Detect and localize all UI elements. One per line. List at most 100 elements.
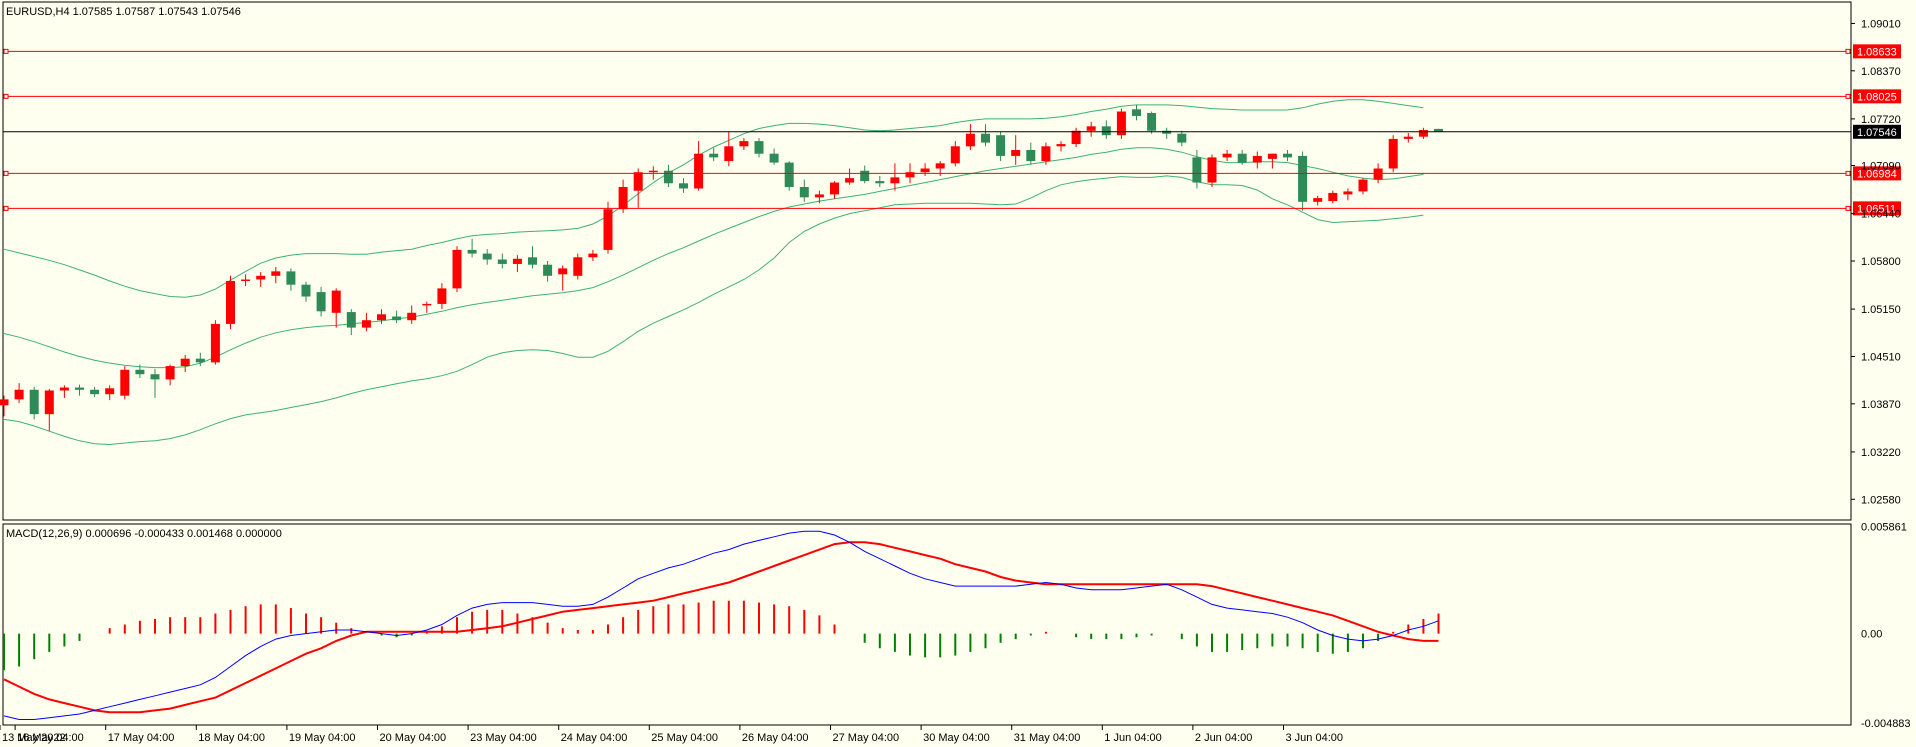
- macd-header: MACD(12,26,9) 0.000696 -0.000433 0.00146…: [6, 528, 282, 540]
- candle-body: [226, 280, 235, 324]
- time-tick-label: 26 May 04:00: [742, 732, 809, 744]
- hline-anchor-right[interactable]: [1845, 205, 1851, 211]
- candle-body: [603, 209, 613, 250]
- candle-body: [633, 172, 643, 191]
- price-tick-label: 1.07090: [1861, 161, 1901, 173]
- candle-body: [1056, 144, 1066, 147]
- hline-anchor-left[interactable]: [3, 93, 9, 99]
- candle-body: [1026, 150, 1036, 162]
- price-tick-label: 1.04510: [1861, 351, 1901, 363]
- candle-body: [135, 369, 145, 375]
- candle-body: [180, 358, 190, 367]
- candle-body: [739, 141, 749, 147]
- candle-body: [105, 388, 115, 395]
- candle-body: [301, 284, 311, 297]
- time-tick-label: 24 May 04:00: [561, 732, 628, 744]
- macd-panel-frame: [2, 523, 1852, 726]
- candle-body: [0, 399, 9, 406]
- candle-body: [210, 323, 220, 363]
- candle-body: [950, 146, 960, 164]
- hline-anchor-left[interactable]: [3, 48, 9, 54]
- candle-body: [543, 264, 553, 276]
- candle-body: [860, 170, 870, 182]
- candle-body: [392, 316, 402, 321]
- time-tick-label: 3 Jun 04:00: [1286, 732, 1344, 744]
- candle-body: [965, 133, 975, 147]
- candle-body: [1011, 150, 1021, 156]
- time-tick-label: 27 May 04:00: [833, 732, 900, 744]
- candle-body: [1177, 133, 1187, 143]
- candle-body: [286, 271, 296, 285]
- candle-body: [1192, 157, 1202, 183]
- candle-body: [437, 288, 447, 304]
- candle-body: [1418, 130, 1428, 137]
- candle-body: [452, 249, 462, 289]
- candle-body: [1388, 138, 1398, 169]
- hline-anchor-right[interactable]: [1845, 48, 1851, 54]
- hline-anchor-right[interactable]: [1845, 170, 1851, 176]
- candle-body: [1267, 153, 1277, 159]
- candle-body: [935, 163, 945, 169]
- candle-body: [482, 253, 492, 260]
- candle-body: [1403, 136, 1413, 139]
- bollinger-upper: [3, 99, 1424, 298]
- candle-body: [1222, 153, 1232, 158]
- candle-body: [165, 366, 175, 380]
- candle-body: [316, 292, 326, 312]
- price-axis: 1.09010 1.08370 1.07720 1.07090 1.06440 1.058…: [1851, 18, 1901, 506]
- hline-anchor-left[interactable]: [3, 205, 9, 211]
- price-tick-label: 1.02580: [1861, 494, 1901, 506]
- candle-body: [407, 312, 417, 321]
- time-tick-label: 23 May 04:00: [470, 732, 537, 744]
- candle-body: [618, 187, 628, 210]
- candle-body: [996, 135, 1006, 156]
- symbol-header: EURUSD,H4 1.07585 1.07587 1.07543 1.0754…: [6, 6, 241, 18]
- candle-body: [1041, 146, 1051, 162]
- candle-body: [814, 194, 824, 198]
- candle-body: [361, 320, 371, 328]
- bollinger-lower: [3, 175, 1424, 446]
- candle-body: [588, 253, 598, 258]
- candle-body: [663, 170, 673, 184]
- time-tick-label: 1 Jun 04:00: [1104, 732, 1162, 744]
- candle-body: [845, 178, 855, 183]
- candle-body: [1373, 168, 1383, 180]
- candle-body: [1298, 155, 1308, 202]
- candle-body: [1434, 128, 1443, 132]
- hline-anchor-left[interactable]: [3, 170, 9, 176]
- hline-price-tag: [1853, 44, 1901, 59]
- macd-tick-label: 0.00: [1861, 629, 1882, 641]
- macd-indicator: [3, 530, 1440, 720]
- candle-body: [1101, 126, 1111, 136]
- hline-anchor-right[interactable]: [1845, 93, 1851, 99]
- hline-price-tag: [1853, 89, 1901, 104]
- candle-body: [1252, 155, 1262, 163]
- candle-body: [14, 389, 24, 400]
- time-tick-label: 20 May 04:00: [380, 732, 447, 744]
- bollinger-middle: [3, 147, 1424, 369]
- candle-body: [90, 389, 100, 395]
- price-tick-label: 1.03220: [1861, 447, 1901, 459]
- candle-body: [1343, 191, 1353, 195]
- candle-body: [1116, 111, 1126, 136]
- macd-signal-line: [3, 541, 1439, 714]
- candle-body: [467, 249, 477, 254]
- candle-body: [1313, 198, 1323, 202]
- horizontal-lines[interactable]: 1.08633 1.08025 1.06984 1.06511 1.07546: [3, 44, 1901, 216]
- candle-body: [1358, 179, 1368, 192]
- price-tick-label: 1.08370: [1861, 66, 1901, 78]
- time-tick-label: 18 May 04:00: [198, 732, 265, 744]
- time-tick-label: 25 May 04:00: [651, 732, 718, 744]
- candle-body: [920, 168, 930, 173]
- price-tick-label: 1.03870: [1861, 399, 1901, 411]
- candles: [0, 104, 1443, 432]
- current-price-label: 1.07546: [1857, 127, 1897, 139]
- candle-body: [1283, 153, 1292, 158]
- price-tick-label: 1.06440: [1861, 209, 1901, 221]
- time-tick-label: 16 May 04:00: [17, 732, 84, 744]
- time-tick-label: 2 Jun 04:00: [1195, 732, 1253, 744]
- hline-price-label: 1.08025: [1857, 91, 1897, 103]
